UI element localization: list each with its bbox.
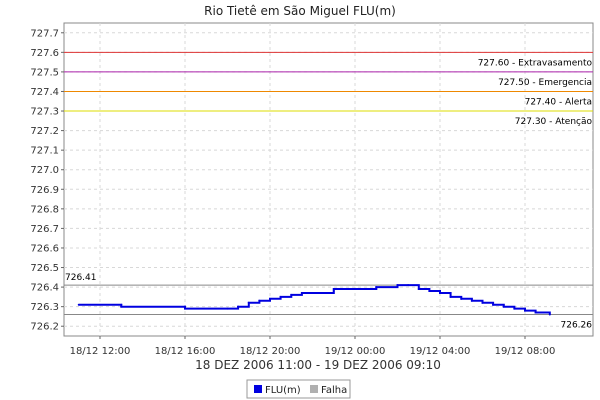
data-point [120,303,123,306]
legend-swatch [254,385,262,393]
y-tick-label: 726.7 [30,224,59,235]
data-point [513,307,516,310]
x-tick-label: 19/12 00:00 [325,346,386,357]
data-point [184,307,186,310]
data-point [375,286,378,289]
x-tick-label: 19/12 08:00 [495,346,556,357]
data-point [439,291,441,294]
x-tick-label: 18/12 20:00 [240,346,301,357]
threshold-lines: 727.60 - Extravasamento 727.50 - Emergenc… [64,51,593,330]
y-tick-label: 727.5 [30,67,59,78]
data-point [375,288,378,291]
data-point [290,293,293,296]
data-point [300,291,303,294]
legend-label: Falha [321,385,347,396]
y-tick-label: 727.2 [30,126,59,137]
x-tick-label: 18/12 12:00 [70,346,131,357]
y-tick-label: 726.5 [30,263,59,274]
y-tick-label: 727.4 [30,87,59,98]
data-point [407,284,410,287]
data-point [428,290,431,293]
data-point [77,303,80,306]
grid [64,23,593,336]
y-tick-label: 726.8 [30,204,59,215]
data-point [258,299,261,302]
data-point [524,309,526,312]
y-tick-label: 727.6 [30,48,59,59]
x-axis-label: 18 DEZ 2006 11:00 - 19 DEZ 2006 09:10 [195,358,441,372]
x-tick-label: 18/12 16:00 [155,346,216,357]
data-point [502,305,505,308]
data-point [332,288,335,291]
plot-area [63,22,594,337]
data-point [226,307,229,310]
data-point [492,303,495,306]
y-tick-label: 727.7 [30,28,59,39]
data-point [396,284,399,287]
data-point [417,288,420,291]
threshold-label: 727.40 - Alerta [525,97,592,107]
threshold-label: 727.50 - Emergencia [498,78,592,88]
chart-title: Rio Tietê em São Miguel FLU(m) [204,4,396,18]
y-tick-label: 727.1 [30,146,59,157]
axes: 727.7 727.6 727.5 727.4 727.3 727.2 727.1 727.0… [30,28,555,357]
min-value-label: 726.26 [561,320,593,330]
data-point [449,295,452,298]
data-point [311,291,314,294]
threshold-label: 727.30 - Atenção [515,117,593,127]
data-point [460,297,463,300]
y-tick-label: 726.3 [30,302,59,313]
legend-box [246,379,351,399]
y-tick-label: 726.2 [30,322,59,333]
legend-label: FLU(m) [265,385,301,396]
data-point [269,297,271,300]
data-point [247,301,250,304]
plot-frame [63,22,594,337]
y-tick-label: 727.0 [30,165,59,176]
threshold-label: 727.60 - Extravasamento [478,58,593,68]
y-tick-label: 726.9 [30,185,59,196]
data-point [548,313,551,316]
data-point [279,295,282,298]
x-tick-label: 19/12 04:00 [410,346,471,357]
data-point [534,311,537,314]
y-tick-label: 726.4 [30,283,59,294]
legend-swatch [310,385,318,393]
y-tick-label: 727.3 [30,107,59,118]
legend: FLU(m) Falha [246,379,351,399]
data-point [184,305,186,308]
data-point [481,301,484,304]
y-tick-label: 726.6 [30,243,59,254]
data-point [120,305,123,308]
series-layer [77,284,551,316]
data-point [470,299,473,302]
data-point [237,305,240,308]
max-value-label: 726.41 [65,273,97,283]
data-point [332,290,335,293]
